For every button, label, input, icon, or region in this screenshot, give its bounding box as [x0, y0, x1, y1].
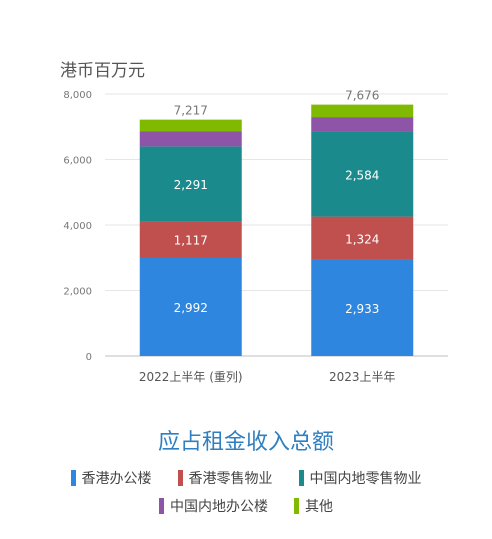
- bar-segment: [139, 131, 242, 147]
- chart-title: 应占租金收入总额: [157, 430, 334, 455]
- unit-label: 港币百万元: [60, 61, 145, 81]
- data-label: 2,291: [174, 178, 208, 192]
- legend-item-other: 其他: [294, 496, 333, 516]
- y-tick-label: 4,000: [63, 221, 92, 232]
- bar-segment: [311, 117, 414, 132]
- data-label: 2,584: [345, 168, 379, 182]
- legend-swatch: [177, 470, 183, 486]
- legend-label: 中国内地办公楼: [170, 499, 268, 515]
- legend-item-hk-retail: 香港零售物业: [177, 468, 273, 488]
- legend-swatch: [298, 470, 304, 486]
- legend-label: 中国内地零售物业: [309, 471, 422, 487]
- x-category-label: 2023上半年: [329, 370, 396, 384]
- bar-segment: [139, 221, 242, 259]
- y-tick-label: 8,000: [63, 90, 92, 101]
- bar-segment: [139, 258, 242, 356]
- bar-segment: [311, 104, 414, 118]
- data-label: 2,992: [174, 301, 208, 315]
- legend-row-2: 中国内地办公楼 其他: [0, 496, 492, 516]
- y-tick-label: 2,000: [63, 287, 92, 298]
- bar-segment: [311, 131, 414, 217]
- legend-swatch: [70, 470, 76, 486]
- bar-segment: [139, 119, 242, 132]
- data-label: 1,324: [345, 232, 379, 246]
- stacked-bar-chart: 0 2,000 4,000 6,000 8,000 2,992 1,117 2,291 7,21…: [63, 89, 448, 384]
- legend-label: 香港零售物业: [188, 471, 273, 487]
- y-tick-label: 6,000: [63, 156, 92, 167]
- legend-swatch: [294, 498, 299, 514]
- legend-item-mainland-office: 中国内地办公楼: [159, 496, 268, 516]
- legend-swatch: [159, 498, 164, 514]
- legend-label: 其他: [305, 499, 333, 515]
- legend-item-hk-office: 香港办公楼: [70, 468, 152, 488]
- data-label: 1,117: [174, 234, 208, 248]
- legend-row-1: 香港办公楼 香港零售物业 中国内地零售物业: [0, 468, 492, 488]
- data-label: 2,933: [345, 302, 379, 316]
- x-category-label: 2022上半年 (重列): [139, 370, 243, 384]
- bar-segment: [311, 216, 414, 260]
- y-tick-label: 0: [86, 352, 92, 363]
- total-label: 7,676: [345, 89, 379, 103]
- bar-segment: [311, 259, 414, 356]
- bar-segment: [139, 146, 242, 222]
- total-label: 7,217: [174, 104, 208, 118]
- legend-item-mainland-retail: 中国内地零售物业: [298, 468, 422, 488]
- legend-label: 香港办公楼: [81, 471, 152, 487]
